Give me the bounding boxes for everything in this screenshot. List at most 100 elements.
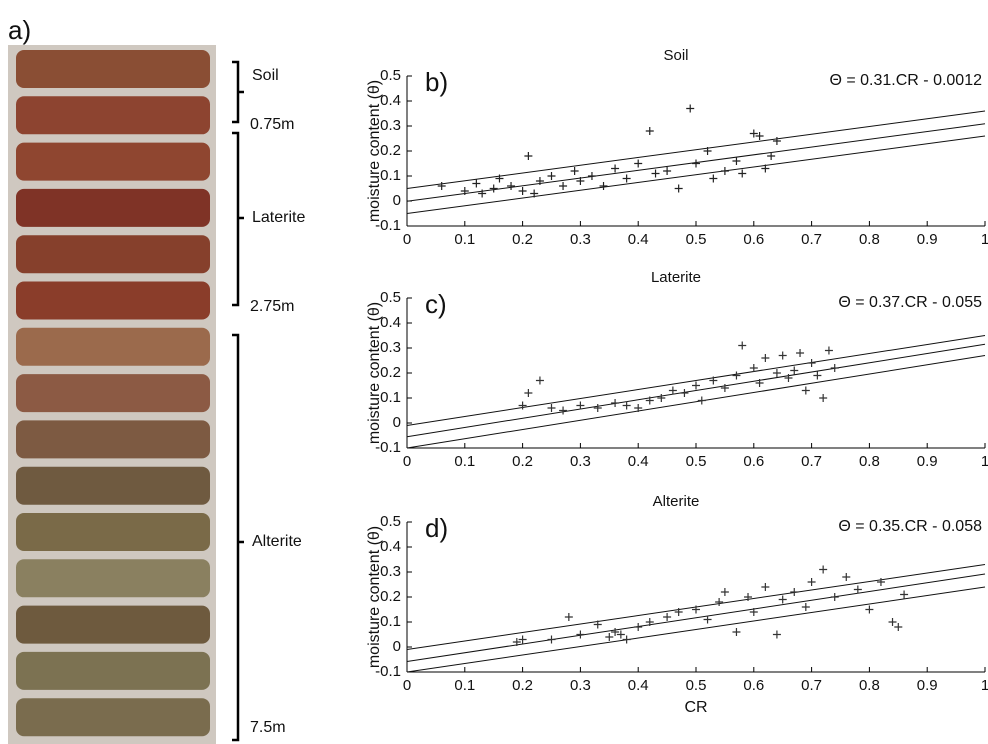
y-tick-label: 0.5 [380, 289, 401, 306]
data-point [819, 394, 828, 402]
core-sample [16, 559, 210, 598]
chart-title: Alterite [653, 493, 700, 510]
y-tick-label: 0.4 [380, 92, 401, 109]
layer-depth: 2.75m [250, 298, 294, 315]
data-point [547, 404, 556, 412]
equation: Θ = 0.35.CR - 0.058 [838, 518, 982, 535]
fit-line [406, 586, 986, 673]
data-point [894, 623, 903, 631]
data-point [784, 374, 793, 382]
x-tick-label: 0.7 [801, 677, 822, 694]
data-point [738, 169, 747, 178]
core-sample [16, 96, 210, 135]
data-point [645, 618, 654, 626]
data-point [692, 381, 700, 390]
data-point [564, 613, 573, 621]
data-point [547, 635, 556, 644]
fit-line [406, 335, 986, 426]
x-tick-label: 0.1 [454, 453, 475, 470]
data-point [744, 593, 753, 601]
fit-line [406, 135, 986, 214]
core-sample [16, 374, 210, 413]
y-tick-label: -0.1 [375, 439, 401, 456]
y-tick-label: 0.1 [380, 167, 401, 184]
data-point [709, 376, 718, 385]
x-tick-label: 0.5 [686, 677, 707, 694]
data-point [663, 613, 672, 621]
x-tick-label: 1 [981, 453, 988, 470]
core-sample [16, 235, 210, 274]
y-axis-label: moisture content (θ) [366, 302, 383, 444]
equation: Θ = 0.31.CR - 0.0012 [829, 72, 982, 89]
x-tick-label: 0.8 [859, 231, 880, 248]
x-tick-label: 0.1 [454, 677, 475, 694]
data-point [663, 167, 672, 175]
data-point [645, 127, 654, 135]
data-point [518, 187, 527, 195]
data-point [801, 386, 810, 395]
x-axis-label: CR [684, 699, 707, 716]
data-point [674, 608, 683, 616]
data-point [524, 152, 533, 160]
bracket [232, 60, 244, 124]
panel-label: d) [425, 513, 448, 543]
data-point [830, 364, 839, 372]
data-point [478, 189, 487, 198]
data-point [720, 167, 729, 175]
data-point [472, 179, 481, 188]
data-point [518, 401, 527, 410]
y-tick-label: 0.4 [380, 314, 401, 331]
layer-name: Soil [252, 67, 279, 84]
x-tick-label: 0.6 [743, 677, 764, 694]
layer-depth: 7.5m [250, 719, 286, 736]
y-axis-label: moisture content (θ) [366, 526, 383, 668]
data-point [761, 164, 770, 173]
data-point [772, 630, 781, 639]
fit-line [406, 355, 986, 449]
x-tick-label: 0.6 [743, 453, 764, 470]
core-samples [16, 50, 210, 737]
data-point [622, 174, 631, 183]
data-point [634, 623, 643, 631]
y-tick-label: 0 [393, 192, 401, 209]
core-sample [16, 188, 210, 227]
bracket [232, 131, 244, 307]
data-point [657, 394, 666, 402]
data-point [599, 182, 608, 190]
data-point [616, 630, 625, 639]
data-point [697, 396, 706, 405]
data-point [535, 177, 544, 185]
data-point [576, 401, 585, 410]
x-tick-label: 0.8 [859, 677, 880, 694]
data-point [761, 354, 770, 362]
data-point [576, 630, 585, 639]
y-tick-label: 0.2 [380, 364, 401, 381]
data-point [865, 605, 874, 614]
data-point [634, 159, 643, 168]
panel-label: c) [425, 289, 447, 319]
data-point [720, 588, 729, 596]
x-tick-label: 0.2 [512, 677, 533, 694]
bracket [232, 333, 244, 742]
data-point [686, 104, 695, 113]
data-point [761, 583, 770, 591]
data-point [720, 384, 729, 392]
x-tick-label: 1 [981, 231, 988, 248]
data-point [547, 172, 556, 180]
data-point [530, 189, 539, 198]
data-point [634, 404, 643, 412]
y-tick-label: 0 [393, 414, 401, 431]
data-point [778, 351, 787, 360]
data-point [790, 588, 799, 596]
data-point [749, 364, 758, 372]
core-sample [16, 50, 210, 88]
x-tick-label: 0.7 [801, 453, 822, 470]
data-point [767, 152, 776, 160]
panel-label: b) [425, 67, 448, 97]
data-point [830, 593, 839, 601]
data-point [778, 595, 787, 604]
data-point [853, 585, 862, 594]
y-tick-label: 0.3 [380, 117, 401, 134]
y-tick-label: 0.3 [380, 339, 401, 356]
data-point [576, 177, 585, 185]
